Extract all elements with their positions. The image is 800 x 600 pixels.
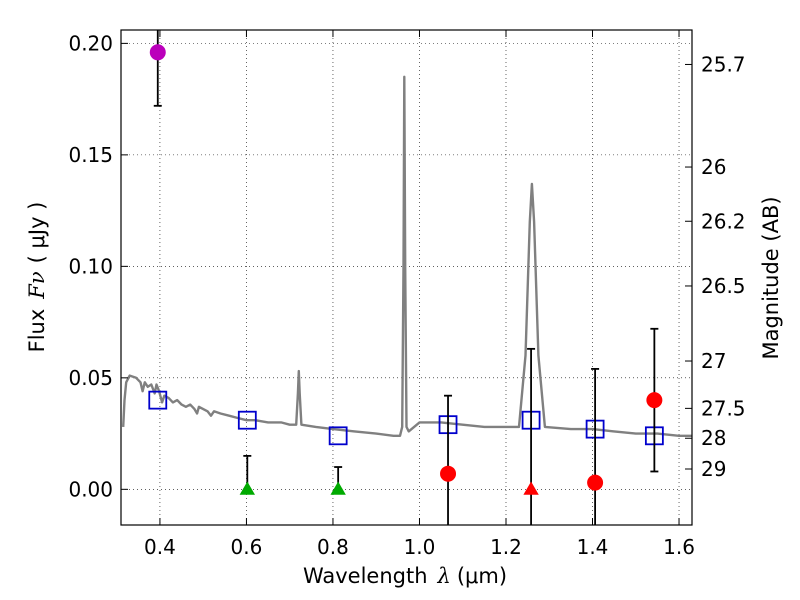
x-axis-title: Wavelength λ (μm) xyxy=(303,564,507,588)
x-axis-title-prefix: Wavelength xyxy=(303,564,428,588)
upper-band-detection-point xyxy=(149,44,166,61)
magnitude-tick-label: 27.5 xyxy=(701,396,746,420)
y-tick-label: 0.15 xyxy=(68,143,113,167)
magnitude-tick-label: 29 xyxy=(701,457,726,481)
right-axis-title: Magnitude (AB) xyxy=(759,196,783,359)
x-tick-label: 1.0 xyxy=(404,535,436,559)
y-tick-label: 0.05 xyxy=(68,366,113,390)
y-axis-title-symbol: Fν xyxy=(25,271,49,300)
x-tick-label: 1.4 xyxy=(577,535,609,559)
x-tick-label: 1.2 xyxy=(490,535,522,559)
magnitude-tick-label: 28 xyxy=(701,426,726,450)
y-axis-title-prefix: Flux xyxy=(25,309,49,353)
nir-measurements-point xyxy=(440,465,457,482)
y-tick-label: 0.20 xyxy=(68,31,113,55)
x-tick-label: 0.4 xyxy=(144,535,176,559)
y-axis-title: Flux Fν ( μJy ) xyxy=(25,202,49,353)
y-tick-label: 0.10 xyxy=(68,254,113,278)
x-tick-label: 1.6 xyxy=(663,535,695,559)
y-tick-label: 0.00 xyxy=(68,477,113,501)
magnitude-tick-label: 26 xyxy=(701,155,726,179)
x-axis-title-unit: (μm) xyxy=(457,564,507,588)
y-axis-title-unit: ( μJy ) xyxy=(25,202,49,264)
x-tick-label: 0.6 xyxy=(231,535,263,559)
magnitude-tick-label: 26.2 xyxy=(701,209,746,233)
nir-measurements-point xyxy=(587,474,604,491)
model-photometry-square xyxy=(148,390,168,410)
spectrum-line xyxy=(122,75,692,437)
model-photometry-square xyxy=(237,410,257,430)
magnitude-tick-label: 26.5 xyxy=(701,274,746,298)
x-tick-label: 0.8 xyxy=(317,535,349,559)
plot-frame xyxy=(120,29,693,526)
x-axis-title-symbol: λ xyxy=(437,564,451,588)
plot-area xyxy=(122,30,692,525)
optical-nondetections-marker xyxy=(330,481,346,495)
axis-ticks: 0.4 0.6 0.8 1.0 1.2 1.4 1.6 0.00 0.05 0.10 0.15 0.2… xyxy=(68,30,746,559)
optical-nondetections-marker xyxy=(239,481,256,495)
magnitude-tick-label: 27 xyxy=(701,349,726,373)
nir-nondetection-marker xyxy=(523,481,539,495)
grid xyxy=(121,30,692,525)
model-photometry-square xyxy=(328,426,348,446)
nir-measurements-point xyxy=(646,392,663,409)
magnitude-tick-label: 25.7 xyxy=(701,52,746,76)
